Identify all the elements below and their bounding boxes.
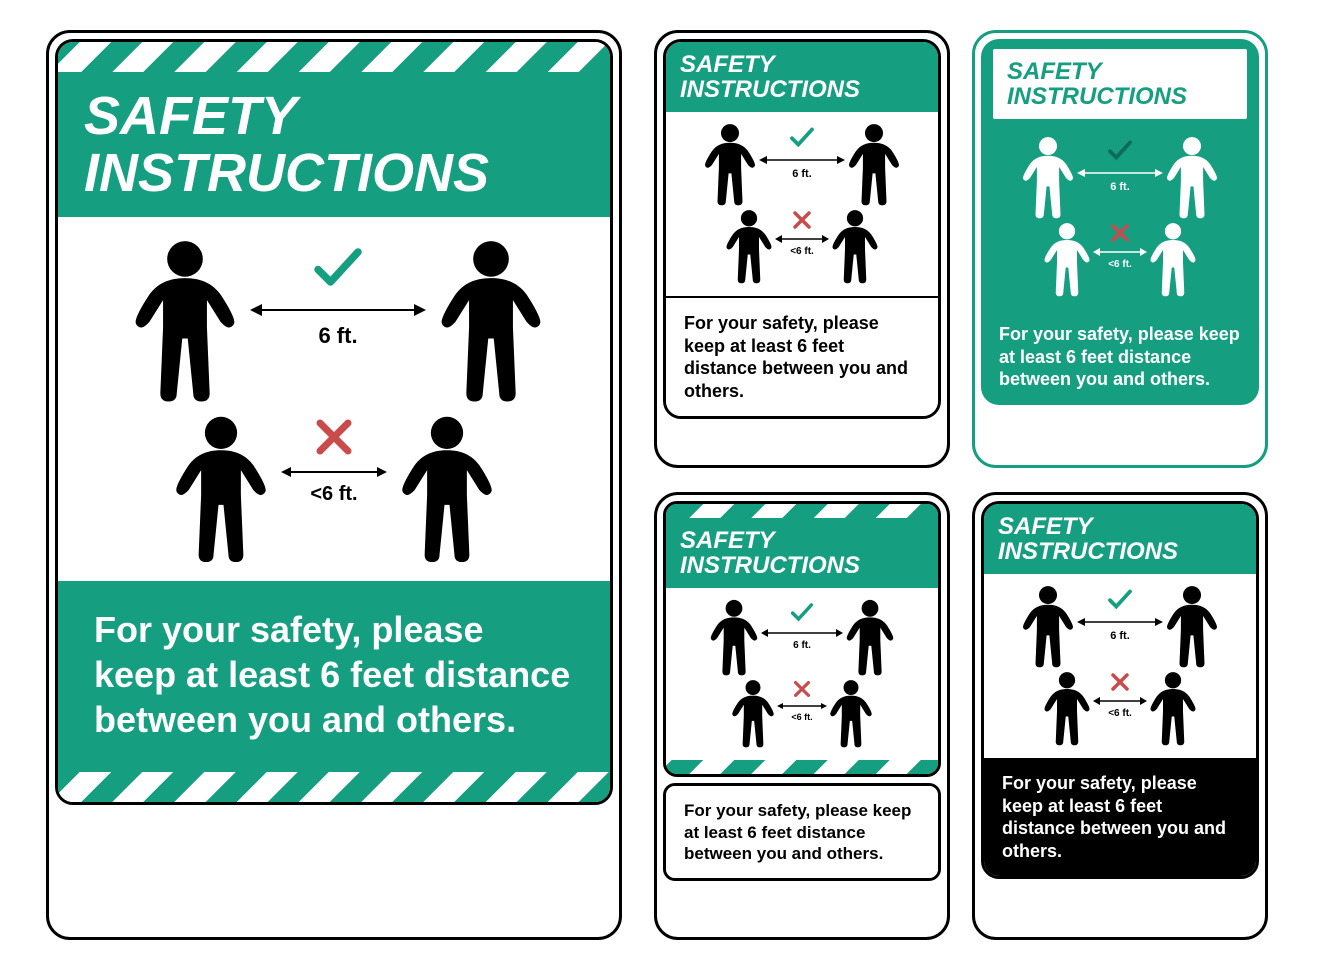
title-text: SAFETYINSTRUCTIONS	[1007, 59, 1233, 109]
distance-bad-label: <6 ft.	[790, 246, 814, 257]
distance-ok-row: 6 ft.	[1020, 584, 1220, 670]
distance-bad-row: <6 ft.	[171, 413, 497, 567]
sign-title: SAFETYINSTRUCTIONS	[993, 49, 1247, 119]
x-icon	[791, 678, 813, 700]
person-icon	[1148, 221, 1198, 299]
distance-arrow-icon	[776, 700, 828, 712]
distance-ok-label: 6 ft.	[793, 640, 811, 651]
distance-arrow-icon	[760, 626, 844, 640]
hazard-stripe	[58, 772, 610, 802]
safety-sign-small-green: SAFETYINSTRUCTIONS 6 ft.	[972, 30, 1268, 468]
person-icon	[1148, 670, 1198, 748]
distance-bad-row: <6 ft.	[724, 208, 880, 286]
distance-bad-row: <6 ft.	[1042, 670, 1198, 748]
body-text: For your safety, please keep at least 6 …	[666, 298, 938, 416]
person-icon	[830, 208, 880, 286]
hazard-stripe	[666, 760, 938, 774]
person-icon	[1042, 221, 1092, 299]
person-icon	[1020, 584, 1076, 670]
distance-ok-row: 6 ft.	[122, 237, 546, 407]
person-icon	[171, 413, 271, 567]
distance-arrow-icon	[248, 297, 428, 323]
distance-ok-row: 6 ft.	[1020, 135, 1220, 221]
distance-ok-row: 6 ft.	[708, 598, 896, 678]
title-text: SAFETYINSTRUCTIONS	[84, 88, 584, 201]
x-icon	[1108, 221, 1132, 245]
hazard-stripe	[58, 42, 610, 72]
sign-title: SAFETYINSTRUCTIONS	[984, 504, 1256, 574]
person-icon	[702, 122, 758, 208]
pictogram-area: 6 ft. <6 ft.	[666, 112, 938, 296]
x-icon	[310, 413, 358, 461]
check-icon	[787, 122, 817, 152]
x-icon	[790, 208, 814, 232]
person-icon	[724, 208, 774, 286]
person-icon	[130, 237, 240, 407]
person-icon	[436, 237, 546, 407]
check-icon	[1105, 584, 1135, 614]
pictogram-area: 6 ft. <6 ft.	[666, 588, 938, 760]
person-icon	[397, 413, 497, 567]
body-text: For your safety, please keep at least 6 …	[666, 786, 938, 878]
check-icon	[308, 237, 368, 297]
x-icon	[1108, 670, 1132, 694]
check-icon	[788, 598, 816, 626]
body-text: For your safety, please keep at least 6 …	[981, 309, 1259, 405]
person-icon	[1164, 584, 1220, 670]
distance-arrow-icon	[774, 232, 830, 246]
sign-title: SAFETYINSTRUCTIONS	[666, 42, 938, 112]
title-text: SAFETYINSTRUCTIONS	[680, 52, 924, 102]
person-icon	[1020, 135, 1076, 221]
sign-title: SAFETYINSTRUCTIONS	[666, 518, 938, 588]
distance-arrow-icon	[1076, 165, 1164, 181]
person-icon	[1042, 670, 1092, 748]
pictogram-area: 6 ft. <6 ft.	[58, 217, 610, 581]
distance-bad-label: <6 ft.	[791, 712, 812, 722]
title-text: SAFETYINSTRUCTIONS	[680, 528, 924, 578]
distance-bad-label: <6 ft.	[1108, 259, 1132, 270]
distance-ok-label: 6 ft.	[792, 168, 812, 180]
distance-arrow-icon	[1092, 694, 1148, 708]
person-icon	[1164, 135, 1220, 221]
person-icon	[828, 678, 874, 750]
distance-ok-label: 6 ft.	[1110, 630, 1130, 642]
body-text: For your safety, please keep at least 6 …	[984, 758, 1256, 876]
person-icon	[844, 598, 896, 678]
person-icon	[846, 122, 902, 208]
check-icon	[1105, 135, 1135, 165]
pictogram-area: 6 ft. <6 ft.	[984, 574, 1256, 758]
distance-bad-row: <6 ft.	[730, 678, 874, 750]
safety-sign-small-plain: SAFETYINSTRUCTIONS 6 ft. <6 ft.	[654, 30, 950, 468]
distance-bad-label: <6 ft.	[1108, 708, 1132, 719]
distance-ok-label: 6 ft.	[1110, 181, 1130, 193]
sign-title: SAFETYINSTRUCTIONS	[58, 72, 610, 217]
hazard-stripe	[666, 504, 938, 518]
distance-arrow-icon	[1092, 245, 1148, 259]
distance-arrow-icon	[1076, 614, 1164, 630]
person-icon	[730, 678, 776, 750]
title-text: SAFETYINSTRUCTIONS	[998, 514, 1242, 564]
distance-ok-label: 6 ft.	[318, 323, 357, 349]
safety-sign-small-striped: SAFETYINSTRUCTIONS 6 ft.	[654, 492, 950, 940]
distance-arrow-icon	[279, 461, 389, 483]
distance-bad-row: <6 ft.	[1042, 221, 1198, 299]
distance-arrow-icon	[758, 152, 846, 168]
distance-ok-row: 6 ft.	[702, 122, 902, 208]
body-text: For your safety, please keep at least 6 …	[58, 581, 610, 772]
distance-bad-label: <6 ft.	[310, 483, 357, 506]
person-icon	[708, 598, 760, 678]
pictogram-area: 6 ft. <6 ft.	[981, 125, 1259, 309]
safety-sign-small-blackfoot: SAFETYINSTRUCTIONS 6 ft. <6 ft.	[972, 492, 1268, 940]
safety-sign-large: SAFETYINSTRUCTIONS 6 ft.	[46, 30, 622, 940]
